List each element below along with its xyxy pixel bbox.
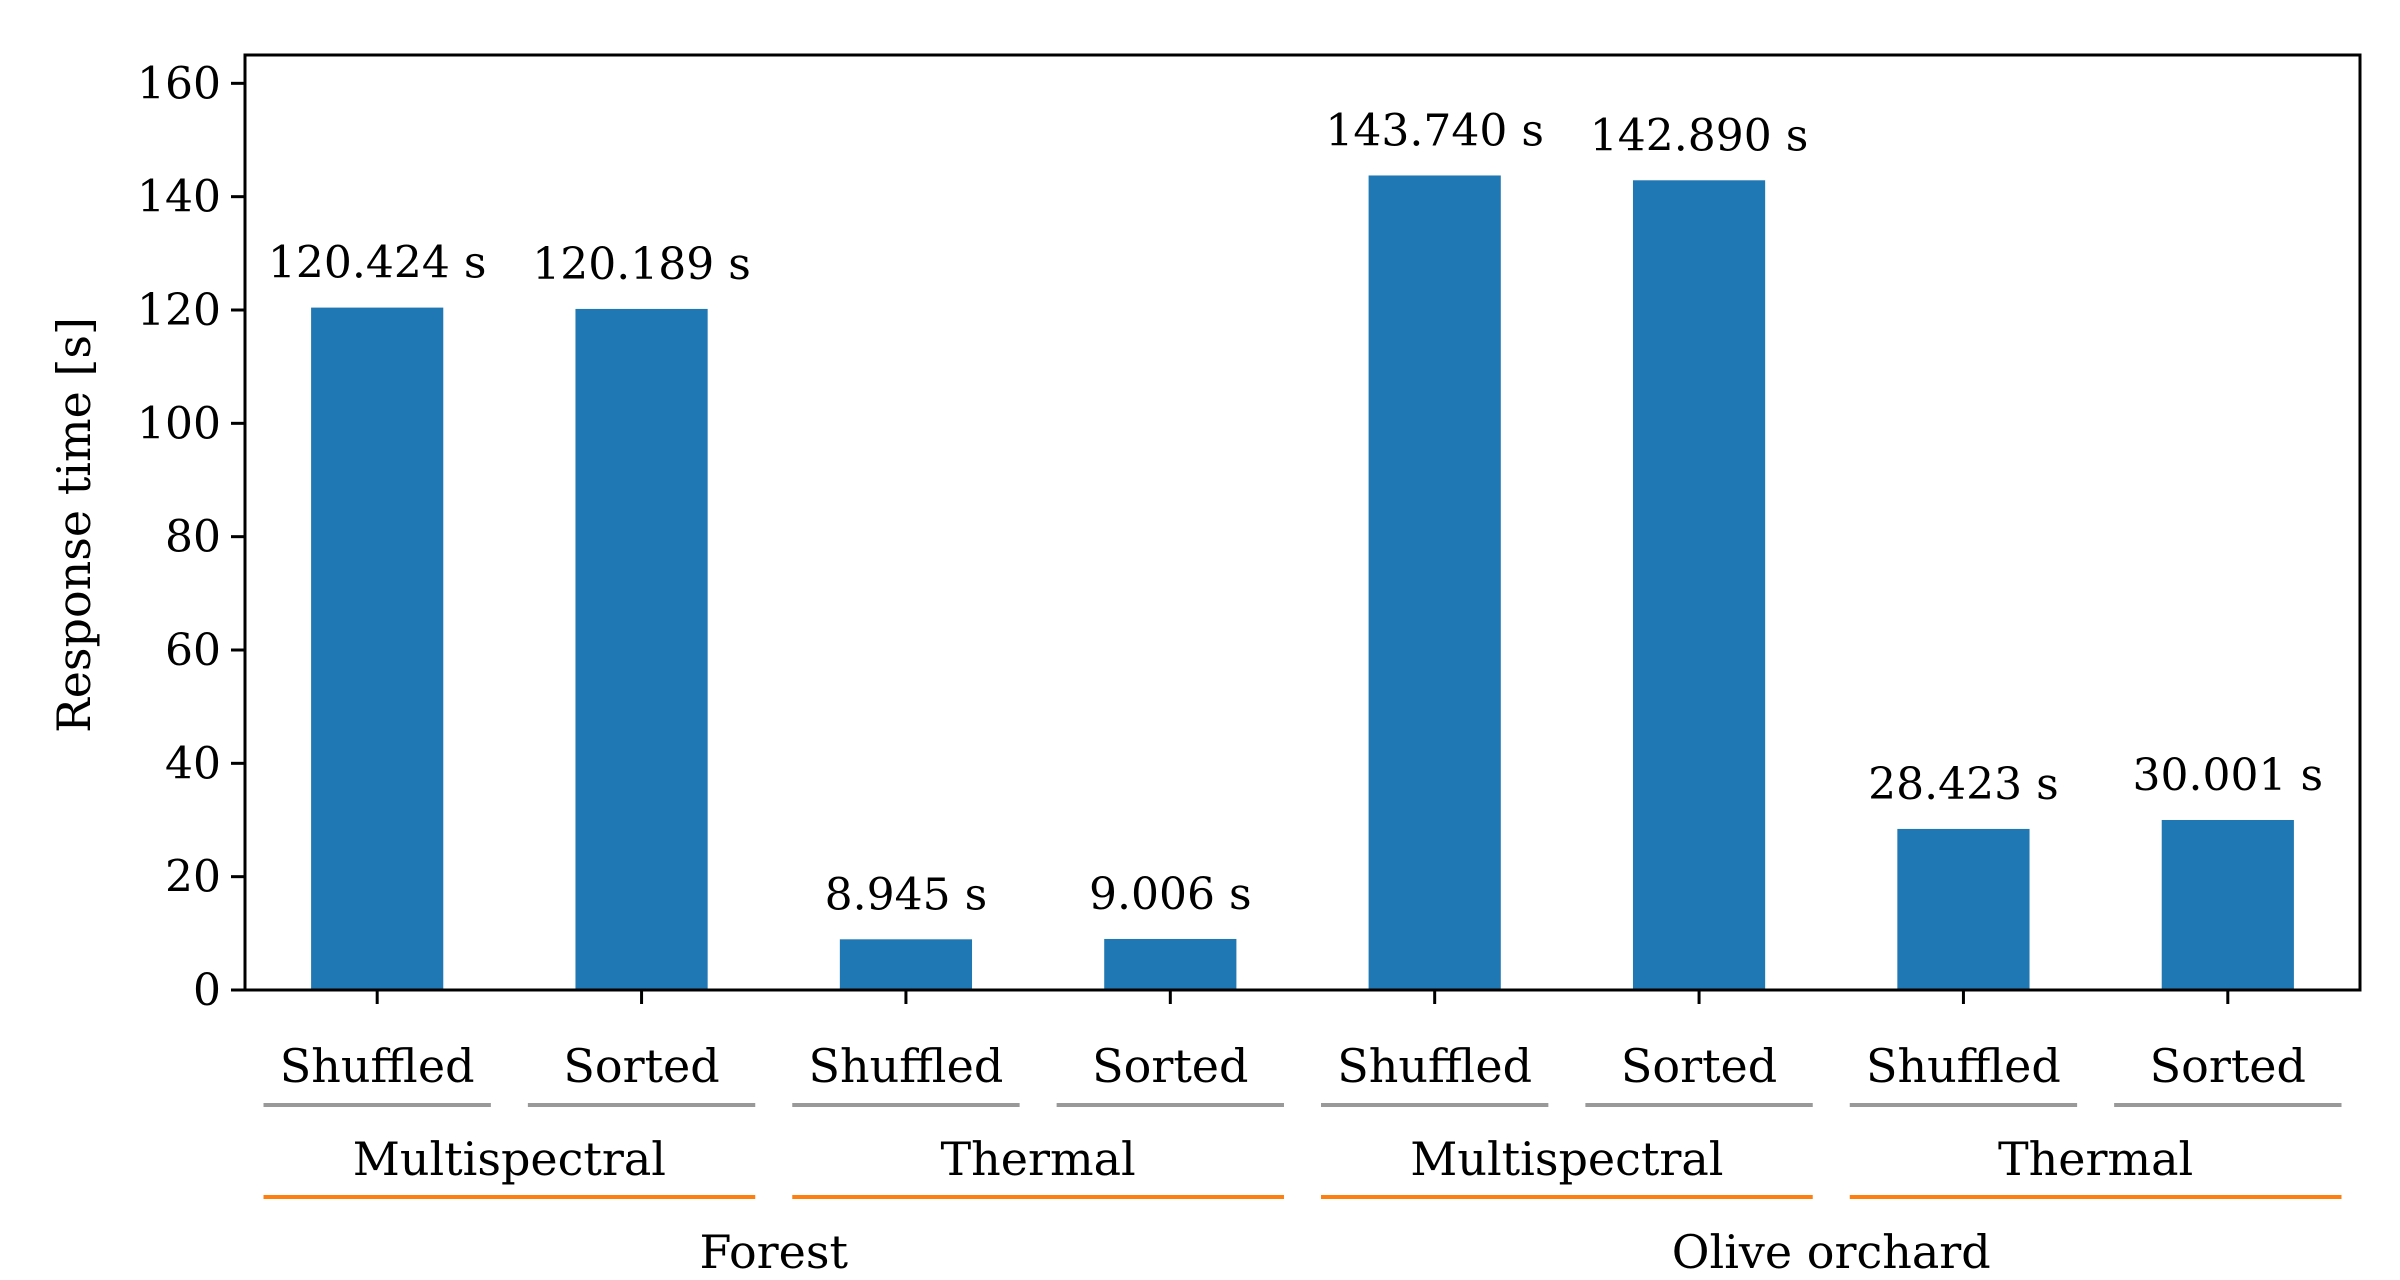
bar-value-label: 9.006 s (1089, 869, 1252, 920)
bar-value-label: 142.890 s (1590, 110, 1809, 161)
x-tick-label: Shuffled (1866, 1039, 2061, 1093)
bar-value-labels: 120.424 s 120.189 s 8.945 s 9.006 s 143.740 … (268, 105, 2323, 920)
bar (839, 939, 973, 990)
sensor-group-label: Thermal (1998, 1132, 2193, 1186)
bar-value-label: 30.001 s (2133, 750, 2324, 801)
bar-value-label: 120.424 s (268, 238, 487, 289)
x-tick-label: Sorted (2150, 1039, 2306, 1093)
bar (1368, 175, 1501, 990)
plot-frame (243, 53, 2362, 992)
bar (1897, 828, 2030, 990)
site-group-label: Forest (700, 1225, 849, 1279)
y-tick-label: 80 (165, 512, 221, 563)
x-tick-label: Sorted (1092, 1039, 1248, 1093)
bar (1632, 180, 1766, 991)
y-tick-label: 120 (137, 285, 221, 336)
y-axis-title-group: Response time [s] (47, 317, 101, 733)
sensor-group-label: Multispectral (1410, 1132, 1723, 1186)
y-tick-label: 20 (165, 852, 221, 903)
y-axis-title: Response time [s] (47, 317, 101, 733)
y-tick-label: 60 (165, 625, 221, 676)
bar-value-label: 28.423 s (1868, 759, 2059, 810)
bars (311, 175, 2294, 991)
bar-value-label: 120.189 s (532, 239, 751, 290)
site-group-label: Olive orchard (1672, 1225, 1991, 1279)
bar-value-label: 143.740 s (1325, 105, 1544, 156)
y-tick-label: 160 (137, 58, 221, 109)
bar (311, 307, 444, 991)
x-tick-label: Sorted (1621, 1039, 1777, 1093)
bar-value-label: 8.945 s (825, 869, 988, 920)
sensor-group-label: Multispectral (353, 1132, 666, 1186)
x-tick-label: Shuffled (280, 1039, 475, 1093)
x-tick-label: Sorted (563, 1039, 719, 1093)
x-tick-label: Shuffled (809, 1039, 1004, 1093)
y-axis-ticks: 0 20 40 60 80 100 120 140 160 (137, 58, 245, 1016)
order-labels: Shuffled Sorted Shuffled Sorted Shuffled Sort… (263, 1039, 2342, 1107)
y-tick-label: 100 (137, 398, 221, 449)
bar (575, 308, 708, 991)
sensor-group-label: Thermal (940, 1132, 1135, 1186)
y-tick-label: 140 (137, 172, 221, 223)
y-tick-label: 0 (193, 965, 221, 1016)
bar (2161, 819, 2294, 990)
site-group-labels: Forest Olive orchard (700, 1225, 1991, 1279)
sensor-group-labels: Multispectral Thermal Multispectral Thermal (263, 1132, 2342, 1199)
x-axis-ticks (375, 990, 2230, 1004)
y-tick-label: 40 (165, 738, 221, 789)
x-tick-label: Shuffled (1337, 1039, 1532, 1093)
bar (1104, 938, 1237, 990)
